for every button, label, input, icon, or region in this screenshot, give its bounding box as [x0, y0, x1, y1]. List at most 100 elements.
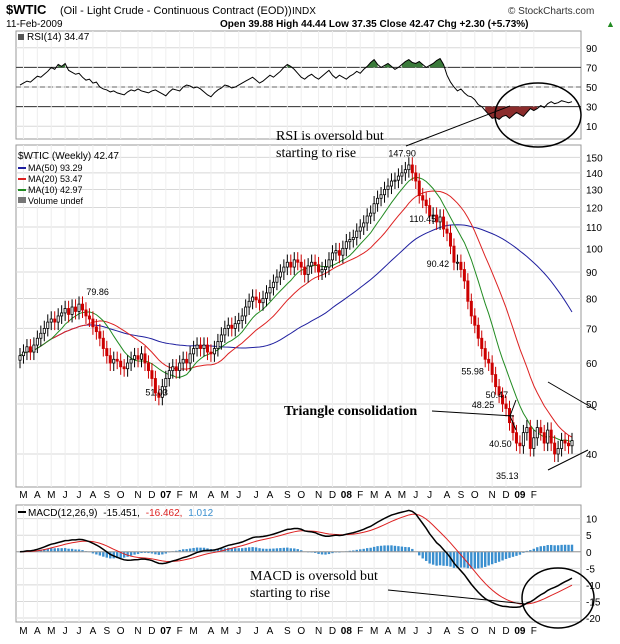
x-axis-month-label: M: [189, 490, 197, 501]
candle-body: [297, 260, 299, 262]
x-axis-month-label: F: [357, 490, 363, 501]
macd-histogram-bar: [255, 547, 257, 551]
candle-body: [78, 304, 80, 311]
rsi-label: RSI(14) 34.47: [27, 32, 90, 43]
x-axis-month-label: S: [284, 490, 291, 501]
macd-histogram-bar: [366, 548, 368, 552]
macd-histogram-bar: [477, 552, 479, 569]
candle-body: [231, 325, 233, 328]
candle-body: [467, 281, 469, 301]
x-axis-month-label: D: [148, 490, 155, 501]
chart-subtitle: (Oil - Light Crude - Continuous Contract…: [60, 5, 292, 17]
macd-histogram-bar: [99, 552, 101, 556]
price-callout: 50.47: [486, 390, 509, 400]
rsi-tick-label: 30: [586, 103, 598, 114]
macd-histogram-bar: [550, 545, 552, 552]
x-axis-month-label: A: [444, 626, 451, 637]
macd-histogram-bar: [540, 546, 542, 552]
candle-body: [265, 293, 267, 299]
macd-histogram-bar: [258, 548, 260, 552]
x-axis-month-label: S: [458, 490, 465, 501]
candle-body: [505, 404, 507, 409]
x-axis-month-label: A: [34, 490, 41, 501]
candle-body: [203, 345, 205, 348]
macd-histogram-bar: [546, 545, 548, 552]
rsi-legend-swatch: [18, 34, 24, 40]
x-axis-month-label: M: [370, 490, 378, 501]
candle-body: [453, 246, 455, 262]
macd-histogram-bar: [435, 552, 437, 566]
candle-body: [120, 361, 122, 367]
x-axis-month-label: M: [398, 626, 406, 637]
x-axis-month-label: A: [385, 490, 392, 501]
candle-body: [533, 438, 535, 449]
macd-histogram-bar: [130, 552, 132, 556]
macd-histogram-bar: [404, 547, 406, 552]
macd-histogram-bar: [234, 548, 236, 552]
candle-body: [224, 328, 226, 335]
x-axis-month-label: M: [221, 626, 229, 637]
candle-body: [290, 262, 292, 267]
x-axis-month-label: 09: [514, 626, 526, 637]
candle-body: [567, 443, 569, 446]
candle-body: [92, 319, 94, 327]
candle-body: [522, 433, 524, 446]
candle-body: [47, 322, 49, 328]
macd-annotation-line2: starting to rise: [250, 586, 330, 601]
x-axis-month-label: N: [134, 490, 141, 501]
rsi-tick-label: 70: [586, 63, 598, 74]
candle-body: [74, 307, 76, 311]
x-axis-month-label: A: [90, 626, 97, 637]
candle-body: [560, 441, 562, 449]
candle-body: [179, 363, 181, 371]
x-axis-month-label: D: [502, 626, 509, 637]
macd-histogram-bar: [64, 548, 66, 552]
ma50-legend: MA(50) 93.29: [28, 163, 83, 173]
price-tick-label: 140: [586, 169, 603, 180]
candle-body: [57, 316, 59, 322]
candle-body: [491, 363, 493, 375]
candle-body: [262, 298, 264, 302]
candle-body: [321, 270, 323, 272]
candle-body: [401, 173, 403, 176]
price-callout: 51.03: [145, 387, 168, 397]
x-axis-month-label: A: [267, 490, 274, 501]
price-stats: Open 39.88 High 44.44 Low 37.35 Close 42…: [220, 19, 528, 30]
candle-body: [217, 342, 219, 349]
price-callout: 79.86: [86, 287, 109, 297]
macd-histogram-bar: [102, 552, 104, 557]
price-tick-label: 90: [586, 268, 598, 279]
candle-body: [300, 262, 302, 267]
candle-body: [168, 371, 170, 379]
x-axis-month-label: J: [413, 490, 418, 501]
x-axis-month-label: O: [471, 490, 479, 501]
rsi-annotation-line2: starting to rise: [276, 146, 356, 161]
macd-histogram-bar: [390, 545, 392, 551]
candle-body: [19, 356, 21, 361]
candle-body: [408, 165, 410, 170]
macd-histogram-bar: [481, 552, 483, 568]
macd-histogram-bar: [238, 548, 240, 552]
candle-body: [213, 349, 215, 354]
candle-body: [71, 307, 73, 314]
price-callout: 55.98: [461, 367, 484, 377]
x-axis-month-label: J: [77, 626, 82, 637]
price-label: $WTIC (Weekly) 42.47: [18, 151, 119, 162]
candle-body: [352, 237, 354, 239]
candle-body: [133, 356, 135, 360]
macd-histogram-bar: [126, 552, 128, 557]
candle-body: [363, 223, 365, 227]
candle-body: [123, 367, 125, 369]
x-axis-month-label: N: [315, 626, 322, 637]
candle-body: [147, 363, 149, 371]
x-axis-month-label: A: [34, 626, 41, 637]
triangle-annotation-text: Triangle consolidation: [284, 404, 417, 419]
candle-body: [140, 354, 142, 359]
macd-tick-label: 0: [586, 548, 592, 559]
x-axis-month-label: J: [236, 626, 241, 637]
macd-histogram-bar: [54, 548, 56, 551]
candle-body: [359, 227, 361, 231]
candle-body: [481, 338, 483, 348]
candle-body: [554, 443, 556, 454]
